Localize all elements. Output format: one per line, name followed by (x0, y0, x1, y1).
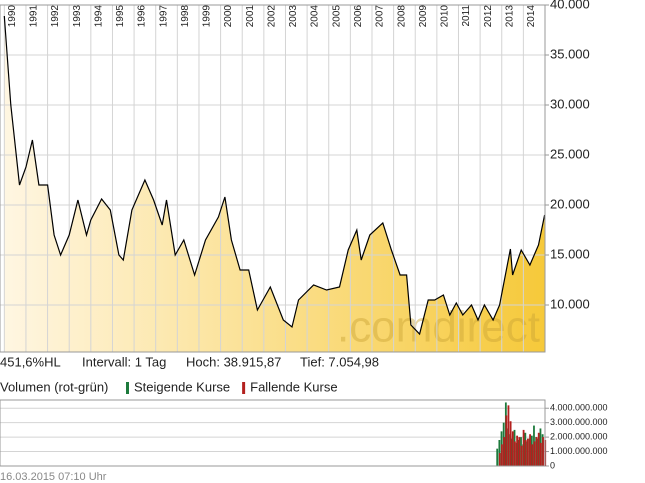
volume-bar (509, 421, 512, 466)
y-tick-label: 1.000.000.000 (550, 446, 608, 456)
volume-bar (542, 437, 544, 466)
x-tick-label: 1991 (29, 5, 40, 28)
x-tick-label: 2009 (418, 5, 429, 28)
volume-bar (505, 415, 508, 466)
x-tick-label: 2010 (440, 5, 451, 28)
volume-bar (507, 405, 510, 466)
x-tick-label: 1997 (158, 5, 169, 28)
volume-bar (529, 434, 531, 466)
volume-bar (501, 444, 503, 466)
timestamp: 16.03.2015 07:10 Uhr (0, 471, 107, 483)
y-tick-label: 2.000.000.000 (550, 431, 608, 441)
legend-marker (242, 382, 246, 394)
volume-bar (511, 431, 514, 466)
volume-bar (531, 444, 534, 466)
volume-bar (533, 441, 536, 466)
plot-border (0, 399, 546, 467)
y-tick-label: 40.000 (550, 0, 590, 11)
volume-title: Volumen (rot-grün) (0, 379, 108, 394)
y-tick-label: 0 (550, 460, 555, 470)
volume-bar (524, 440, 527, 466)
legend-label: Steigende Kurse (134, 379, 230, 394)
y-tick-label: 10.000 (550, 296, 590, 311)
stat-interval: Intervall: 1 Tag (82, 354, 166, 369)
y-tick-label: 3.000.000.000 (550, 417, 608, 427)
x-tick-label: 2008 (396, 5, 407, 28)
stat-low: Tief: 7.054,98 (300, 354, 379, 369)
y-tick-label: 30.000 (550, 96, 590, 111)
stat-range: 451,6%HL (0, 354, 61, 369)
x-tick-label: 2007 (375, 5, 386, 28)
y-tick-label: 20.000 (550, 196, 590, 211)
x-tick-label: 2001 (245, 5, 256, 28)
x-tick-label: 2014 (526, 5, 537, 28)
volume-bar (520, 445, 523, 466)
volume-bar (498, 453, 501, 466)
stat-high: Hoch: 38.915,87 (186, 354, 281, 369)
volume-bar (535, 437, 538, 466)
volume-bar (527, 438, 529, 466)
x-tick-label: 2004 (310, 5, 321, 28)
volume-bar (516, 435, 519, 466)
legend-label: Fallende Kurse (250, 379, 337, 394)
x-tick-label: 2012 (483, 5, 494, 28)
watermark: .comdirect (337, 303, 540, 352)
plot-border (0, 4, 546, 353)
y-tick-label: 4.000.000.000 (550, 403, 608, 413)
x-tick-label: 2002 (266, 5, 277, 28)
price-line (3, 15, 546, 336)
y-tick-label: 25.000 (550, 146, 590, 161)
x-tick-label: 2011 (461, 5, 472, 27)
volume-bar (503, 437, 506, 466)
legend-marker (126, 382, 129, 394)
x-tick-label: 1999 (202, 5, 213, 28)
x-tick-label: 2003 (288, 5, 299, 28)
x-tick-label: 2000 (223, 5, 234, 28)
x-tick-label: 1993 (72, 5, 83, 28)
x-tick-label: 1990 (7, 5, 18, 28)
x-tick-label: 2013 (504, 5, 515, 28)
volume-bar (496, 448, 499, 466)
x-tick-label: 2006 (353, 5, 364, 28)
volume-bar (518, 437, 521, 466)
y-tick-label: 15.000 (550, 246, 590, 261)
y-tick-label: 35.000 (550, 46, 590, 61)
volume-bar (522, 429, 525, 466)
volume-bar (539, 442, 542, 466)
volume-bar (537, 432, 540, 466)
volume-bar (514, 441, 516, 466)
x-tick-label: 1994 (93, 5, 104, 28)
x-tick-label: 1998 (180, 5, 191, 28)
x-tick-label: 1996 (137, 5, 148, 28)
x-tick-label: 1992 (50, 5, 61, 28)
x-tick-label: 1995 (115, 5, 126, 28)
area-fill (4, 16, 545, 352)
x-tick-label: 2005 (331, 5, 342, 28)
